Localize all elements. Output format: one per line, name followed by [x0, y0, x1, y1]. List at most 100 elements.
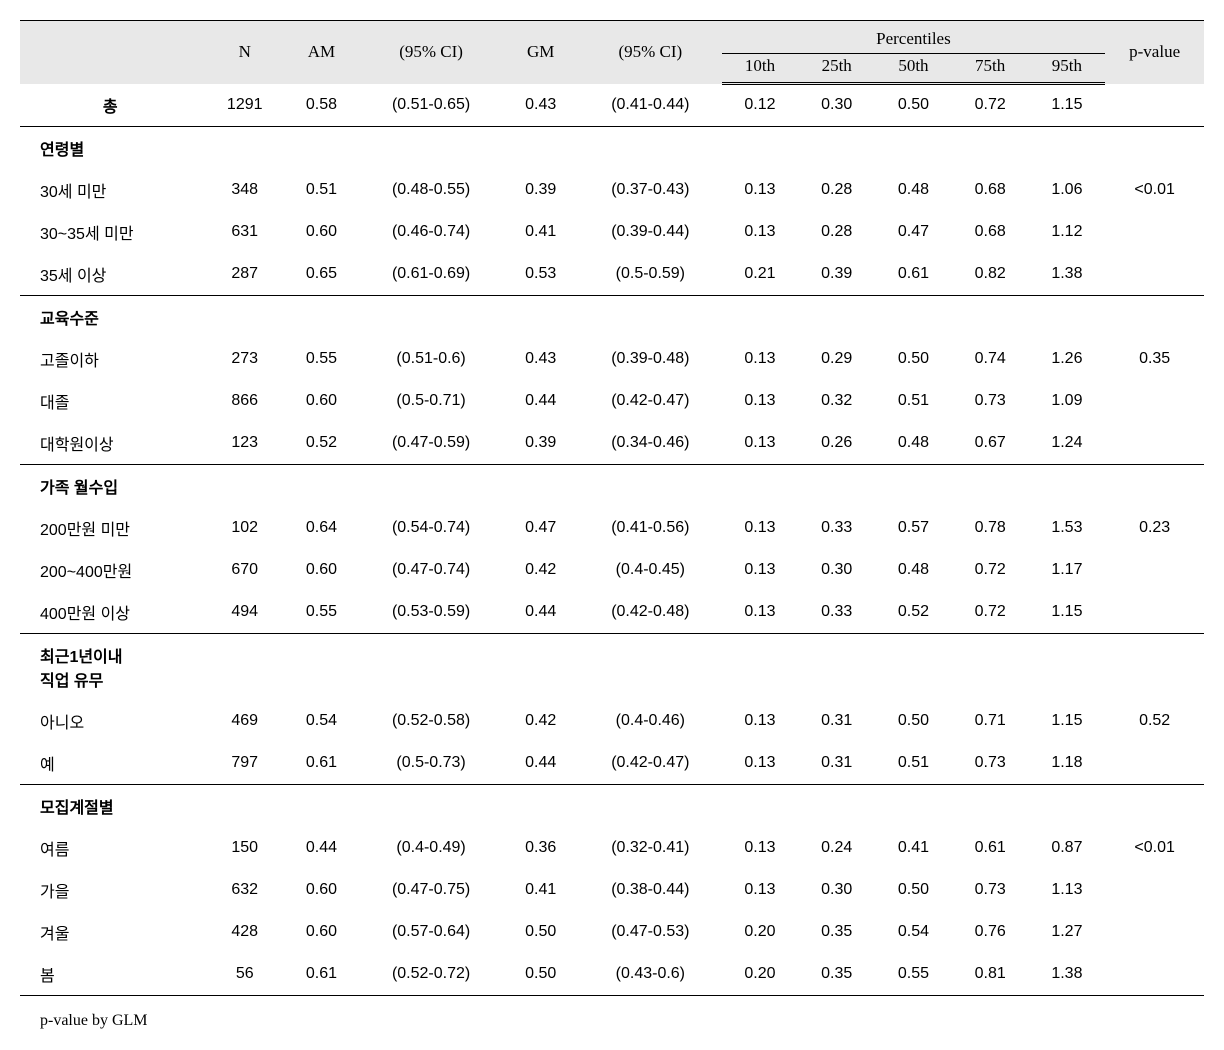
- cell-p10: 0.13: [722, 700, 799, 742]
- empty-cell: [502, 784, 579, 827]
- cell-p95: 1.27: [1029, 911, 1106, 953]
- cell-p25: 0.35: [798, 953, 875, 996]
- cell-p95: 1.17: [1029, 549, 1106, 591]
- cell-n: 56: [206, 953, 283, 996]
- cell-pvalue: 0.52: [1105, 700, 1204, 742]
- section-header-row: 연령별: [20, 126, 1204, 169]
- empty-cell: [206, 126, 283, 169]
- row-label: 200만원 미만: [20, 507, 206, 549]
- cell-am: 0.61: [283, 953, 360, 996]
- empty-cell: [283, 295, 360, 338]
- cell-ci1: (0.61-0.69): [360, 253, 503, 296]
- cell-ci2: (0.4-0.46): [579, 700, 722, 742]
- empty-cell: [875, 126, 952, 169]
- cell-p50: 0.48: [875, 549, 952, 591]
- empty-cell: [798, 784, 875, 827]
- empty-cell: [283, 464, 360, 507]
- row-label: 35세 이상: [20, 253, 206, 296]
- row-label: 봄: [20, 953, 206, 996]
- cell-p95: 1.15: [1029, 700, 1106, 742]
- empty-cell: [283, 633, 360, 700]
- row-label: 30세 미만: [20, 169, 206, 211]
- cell-am: 0.65: [283, 253, 360, 296]
- cell-n: 287: [206, 253, 283, 296]
- empty-cell: [798, 295, 875, 338]
- cell-p50: 0.48: [875, 422, 952, 465]
- cell-gm: 0.41: [502, 211, 579, 253]
- cell-gm: 0.50: [502, 911, 579, 953]
- cell-ci1: (0.57-0.64): [360, 911, 503, 953]
- cell-ci2: (0.32-0.41): [579, 827, 722, 869]
- cell-p10: 0.12: [722, 84, 799, 127]
- empty-cell: [579, 126, 722, 169]
- cell-n: 797: [206, 742, 283, 785]
- cell-ci2: (0.34-0.46): [579, 422, 722, 465]
- cell-p50: 0.51: [875, 742, 952, 785]
- cell-p95: 1.24: [1029, 422, 1106, 465]
- cell-gm: 0.36: [502, 827, 579, 869]
- cell-p25: 0.32: [798, 380, 875, 422]
- cell-p10: 0.13: [722, 869, 799, 911]
- cell-p75: 0.72: [952, 84, 1029, 127]
- row-label: 예: [20, 742, 206, 785]
- header-p25: 25th: [798, 54, 875, 84]
- cell-am: 0.54: [283, 700, 360, 742]
- cell-ci2: (0.41-0.56): [579, 507, 722, 549]
- empty-cell: [722, 633, 799, 700]
- cell-pvalue: [1105, 549, 1204, 591]
- header-percentiles: Percentiles: [722, 21, 1106, 54]
- cell-p95: 1.06: [1029, 169, 1106, 211]
- empty-cell: [1029, 633, 1106, 700]
- cell-ci2: (0.39-0.48): [579, 338, 722, 380]
- table-row: 30세 미만3480.51(0.48-0.55)0.39(0.37-0.43)0…: [20, 169, 1204, 211]
- cell-gm: 0.41: [502, 869, 579, 911]
- cell-p25: 0.30: [798, 549, 875, 591]
- header-p75: 75th: [952, 54, 1029, 84]
- section-title: 모집계절별: [20, 784, 206, 827]
- empty-cell: [1105, 126, 1204, 169]
- row-label: 30~35세 미만: [20, 211, 206, 253]
- empty-cell: [952, 295, 1029, 338]
- empty-cell: [952, 464, 1029, 507]
- cell-p10: 0.20: [722, 953, 799, 996]
- cell-p25: 0.33: [798, 591, 875, 634]
- empty-cell: [1029, 464, 1106, 507]
- cell-p10: 0.13: [722, 742, 799, 785]
- row-label: 대학원이상: [20, 422, 206, 465]
- cell-p95: 1.18: [1029, 742, 1106, 785]
- cell-gm: 0.44: [502, 380, 579, 422]
- empty-cell: [1105, 464, 1204, 507]
- cell-p95: 1.13: [1029, 869, 1106, 911]
- empty-cell: [722, 464, 799, 507]
- cell-ci2: (0.42-0.47): [579, 742, 722, 785]
- section-header-row: 최근1년이내직업 유무: [20, 633, 1204, 700]
- cell-n: 632: [206, 869, 283, 911]
- header-blank: [20, 21, 206, 84]
- table-row: 총12910.58(0.51-0.65)0.43(0.41-0.44)0.120…: [20, 84, 1204, 127]
- cell-pvalue: [1105, 211, 1204, 253]
- empty-cell: [798, 126, 875, 169]
- table-row: 겨울4280.60(0.57-0.64)0.50(0.47-0.53)0.200…: [20, 911, 1204, 953]
- empty-cell: [502, 464, 579, 507]
- cell-p75: 0.81: [952, 953, 1029, 996]
- cell-n: 1291: [206, 84, 283, 127]
- cell-p50: 0.61: [875, 253, 952, 296]
- empty-cell: [360, 295, 503, 338]
- footnote: p-value by GLM: [20, 1012, 1204, 1030]
- header-p50: 50th: [875, 54, 952, 84]
- cell-p50: 0.50: [875, 84, 952, 127]
- cell-p75: 0.82: [952, 253, 1029, 296]
- cell-pvalue: 0.35: [1105, 338, 1204, 380]
- cell-ci1: (0.5-0.73): [360, 742, 503, 785]
- cell-am: 0.52: [283, 422, 360, 465]
- header-p95: 95th: [1029, 54, 1106, 84]
- empty-cell: [579, 633, 722, 700]
- cell-p25: 0.33: [798, 507, 875, 549]
- cell-ci1: (0.52-0.58): [360, 700, 503, 742]
- cell-ci2: (0.41-0.44): [579, 84, 722, 127]
- row-label: 200~400만원: [20, 549, 206, 591]
- section-title: 가족 월수입: [20, 464, 206, 507]
- cell-ci1: (0.54-0.74): [360, 507, 503, 549]
- cell-pvalue: [1105, 869, 1204, 911]
- cell-am: 0.58: [283, 84, 360, 127]
